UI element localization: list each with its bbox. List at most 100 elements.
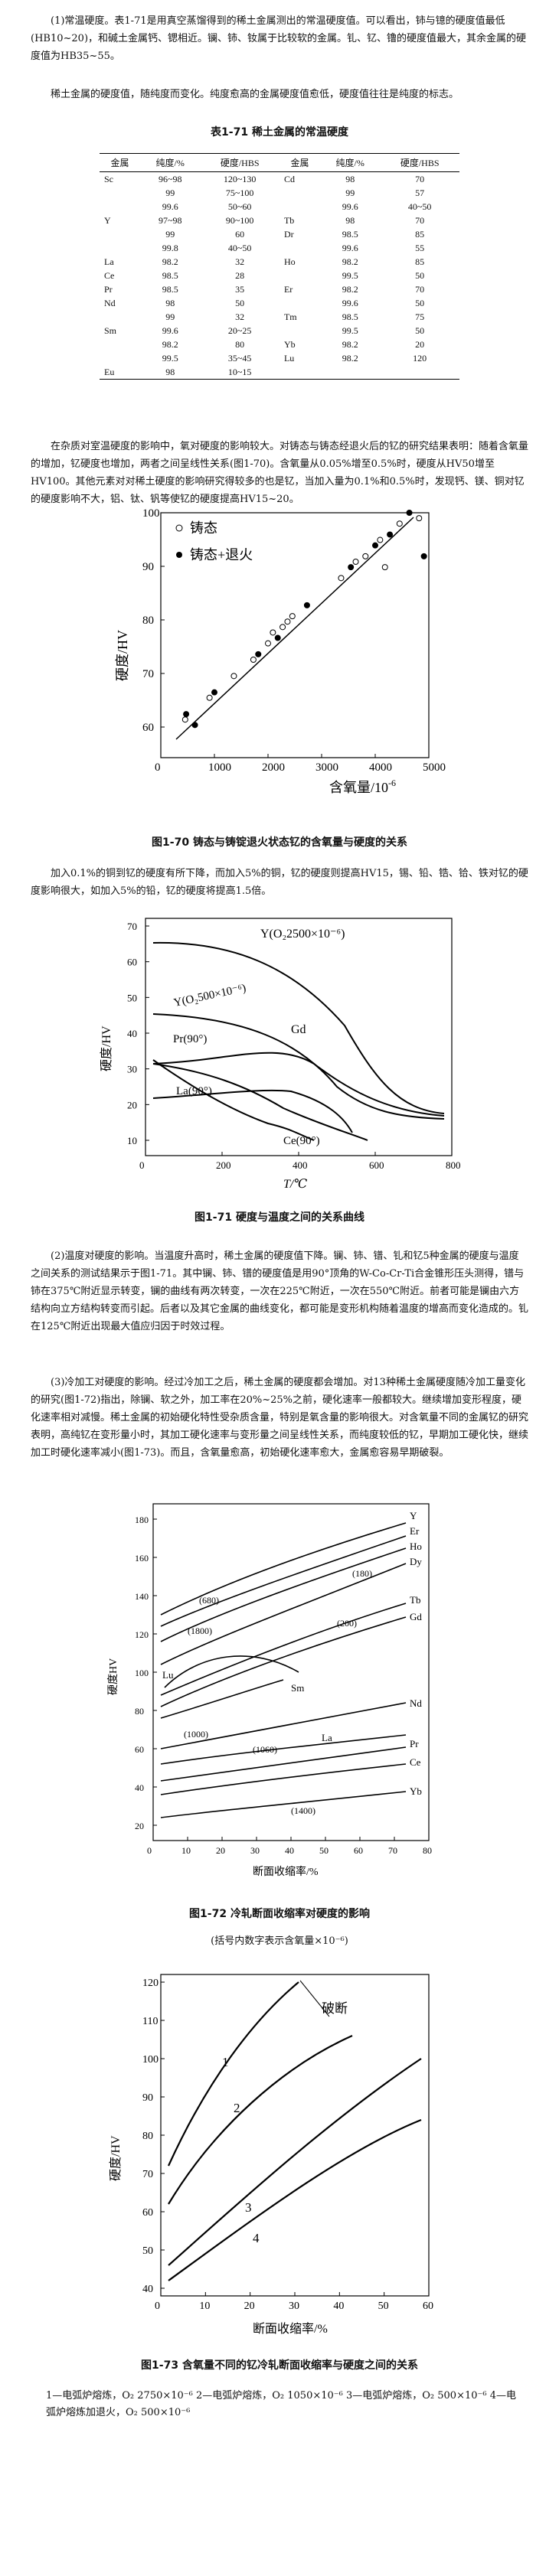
y-tick-label: 100 [135, 1668, 149, 1678]
curve-dy [160, 1563, 407, 1665]
table-cell [100, 351, 140, 365]
label-ho: Ho [410, 1541, 422, 1552]
table-cell [100, 227, 140, 241]
data-point [274, 634, 281, 641]
table-cell [320, 365, 381, 380]
data-point [250, 657, 257, 663]
table-cell: Sm [104, 324, 117, 336]
table-cell: 99.5 [342, 324, 358, 336]
label-nd: Nd [410, 1697, 422, 1709]
hardness-table: 金属 纯度/% 硬度/HBS 金属 纯度/% 硬度/HBS Sc 96~98 120~130 C… [100, 153, 459, 380]
curve-nd [160, 1702, 407, 1749]
x-tick-label: 400 [293, 1159, 308, 1171]
curve-la [152, 1089, 353, 1133]
table-cell: Dr [283, 228, 294, 240]
table-cell: 35~45 [227, 352, 252, 364]
y-tick-label: 50 [142, 2245, 153, 2257]
table-cell: 32 [235, 311, 245, 322]
table-cell: 98.2 [342, 283, 358, 295]
x-tick-label: 60 [354, 1845, 363, 1856]
label-o200: (200) [337, 1618, 357, 1629]
curve-ho [160, 1547, 407, 1642]
curve-y [160, 1522, 407, 1616]
table-cell: 98.2 [162, 338, 178, 350]
data-point [362, 553, 369, 559]
label-pr: Pr(90°) [173, 1033, 207, 1045]
table-cell: 99.6 [162, 201, 178, 212]
fig71-caption: 图1-71 硬度与温度之间的关系曲线 [195, 1211, 364, 1224]
table-cell: 99.6 [342, 201, 358, 212]
data-point [265, 640, 271, 647]
table-cell: 98.5 [162, 283, 178, 295]
table-row: 99.6 50~60 99.6 40~50 [100, 200, 459, 214]
table-cell: 75 [415, 311, 425, 322]
table-cell: 98.5 [342, 311, 358, 322]
data-point [206, 694, 213, 701]
y-tick-label: 40 [135, 1782, 144, 1793]
fig70-xlabel: 含氧量/10-6 [329, 778, 396, 795]
table-cell: Sc [104, 173, 113, 184]
table-cell: Lu [283, 352, 295, 364]
data-point [381, 564, 388, 571]
y-tick-label: 70 [142, 668, 154, 680]
table-cell [280, 241, 320, 255]
data-point [338, 575, 345, 582]
y-tick-label: 40 [127, 1028, 137, 1039]
x-tick-label: 800 [446, 1159, 461, 1171]
table-cell [280, 269, 320, 282]
table-cell [100, 186, 140, 200]
table-cell: Nd [104, 297, 116, 308]
table-row: 99 32 Tm 98.5 75 [100, 310, 459, 324]
fig70-ylabel: 硬度/HV [115, 630, 130, 681]
table-cell: 80 [235, 338, 245, 350]
x-tick-label: 0 [155, 2300, 160, 2312]
x-tick-label: 4000 [369, 761, 392, 774]
fig72-ticks: 0 10 20 30 40 50 60 70 80 20 40 60 80 100 120 140 160 180 [135, 1515, 432, 1856]
y-tick-label: 80 [142, 615, 154, 627]
table-row: Sc 96~98 120~130 Cd 98 70 [100, 172, 459, 187]
y-tick-label: 160 [135, 1553, 149, 1564]
data-point [348, 564, 355, 571]
data-point [420, 553, 427, 559]
y-tick-label: 80 [142, 2131, 153, 2142]
y-tick-label: 70 [142, 2169, 153, 2180]
table-header-cell: 硬度/HBS [380, 153, 459, 172]
y-tick-label: 20 [135, 1821, 144, 1831]
legend-annealed: 铸态+退火 [190, 547, 253, 562]
label-ce: Ce [410, 1756, 421, 1768]
data-point [406, 510, 413, 516]
data-point [387, 531, 394, 538]
table-row: Sm 99.6 20~25 99.5 50 [100, 324, 459, 337]
y-tick-label: 100 [142, 507, 160, 520]
label-o1060: (1060) [253, 1744, 277, 1755]
y-tick-label: 120 [142, 1978, 159, 1989]
label-o180: (180) [352, 1568, 372, 1579]
curve-label-2: 2 [234, 2101, 240, 2115]
x-tick-label: 10 [199, 2300, 210, 2312]
table-cell [279, 365, 321, 380]
y-tick-label: 60 [135, 1744, 144, 1755]
table-header-cell: 金属 [100, 153, 141, 172]
data-point [191, 722, 198, 729]
label-gd: Gd [410, 1611, 422, 1622]
y-tick-label: 60 [142, 2207, 153, 2219]
table-cell [280, 186, 320, 200]
table-cell: 85 [415, 256, 425, 267]
table-cell: 20~25 [227, 324, 252, 336]
curve-4 [168, 2118, 422, 2281]
y-tick-label: 60 [142, 722, 154, 734]
table-cell: 98 [165, 297, 175, 308]
fig73-legend: 1—电弧炉熔炼，O₂ 2750×10⁻⁶ 2—电弧炉熔炼，O₂ 1050×10⁻… [46, 2390, 516, 2418]
label-dy: Dy [410, 1556, 422, 1567]
table-cell: 85 [415, 228, 425, 240]
table-row: La 98.2 32 Ho 98.2 85 [100, 255, 459, 269]
table-cell: 40~50 [227, 242, 252, 253]
table-cell: 10~15 [200, 365, 280, 380]
table-title: 表1-71 稀土金属的常温硬度 [211, 126, 348, 139]
paragraph-room-temp-hardness: (1)常温硬度。表1-71是用真空蒸馏得到的稀土金属测出的常温硬度值。可以看出，… [31, 15, 527, 62]
table-cell: 70 [415, 173, 425, 184]
label-ce: Ce(90°) [283, 1135, 320, 1147]
curve-lu [164, 1655, 299, 1688]
